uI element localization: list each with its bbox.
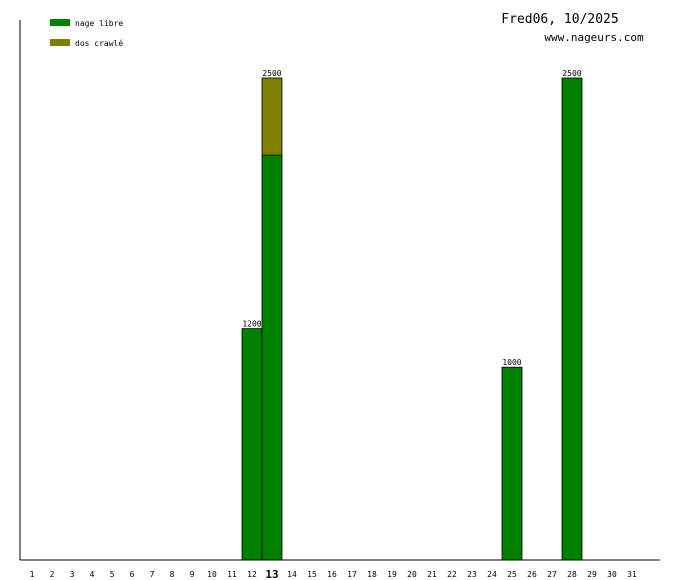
x-tick-label-17: 17 (347, 570, 357, 579)
x-tick-label-9: 9 (190, 570, 195, 579)
x-tick-label-31: 31 (627, 570, 637, 579)
x-tick-label-10: 10 (207, 570, 217, 579)
x-tick-label-18: 18 (367, 570, 377, 579)
x-tick-label-23: 23 (467, 570, 477, 579)
bars-layer (241, 77, 583, 561)
x-tick-label-20: 20 (407, 570, 417, 579)
x-tick-label-30: 30 (607, 570, 617, 579)
x-tick-label-16: 16 (327, 570, 337, 579)
x-tick-label-21: 21 (427, 570, 437, 579)
x-tick-label-8: 8 (170, 570, 175, 579)
x-tick-label-11: 11 (227, 570, 237, 579)
legend-swatch-nage-libre (50, 19, 70, 26)
x-tick-label-12: 12 (247, 570, 257, 579)
bar-nage-libre-day-13 (261, 154, 283, 561)
bar-nage-libre-day-25 (501, 366, 523, 561)
x-tick-label-6: 6 (130, 570, 135, 579)
legend-label-nage-libre: nage libre (75, 19, 123, 28)
x-tick-label-15: 15 (307, 570, 317, 579)
x-tick-label-25: 25 (507, 570, 517, 579)
x-tick-label-26: 26 (527, 570, 537, 579)
x-tick-label-13: 13 (265, 568, 278, 580)
bar-nage-libre-day-12 (241, 328, 263, 561)
x-tick-label-24: 24 (487, 570, 497, 579)
x-tick-label-14: 14 (287, 570, 297, 579)
data-label-day-12: 1200 (242, 320, 261, 329)
legend: nage libre dos crawlé (50, 19, 123, 48)
x-tick-label-7: 7 (150, 570, 155, 579)
x-tick-labels: 1 2 3 4 5 6 7 8 9 10 11 12 13 14 15 16 17 18 19 20 21 22 23 24 2… (30, 568, 637, 580)
legend-swatch-dos-crawle (50, 39, 70, 46)
x-tick-label-29: 29 (587, 570, 597, 579)
data-label-day-25: 1000 (502, 358, 521, 367)
data-label-day-13: 2500 (262, 69, 281, 78)
chart-title: Fred06, 10/2025 (501, 12, 618, 27)
x-tick-label-1: 1 (30, 570, 35, 579)
data-labels-layer: 1200 2500 1000 2500 (242, 69, 581, 367)
x-tick-label-28: 28 (567, 570, 577, 579)
chart-subtitle: www.nageurs.com (544, 31, 644, 44)
x-tick-label-22: 22 (447, 570, 457, 579)
x-tick-label-5: 5 (110, 570, 115, 579)
bar-nage-libre-day-28 (561, 77, 583, 561)
bar-dos-crawle-day-13 (261, 77, 283, 156)
x-tick-label-4: 4 (90, 570, 95, 579)
x-tick-label-19: 19 (387, 570, 397, 579)
x-tick-label-27: 27 (547, 570, 557, 579)
x-tick-label-2: 2 (50, 570, 55, 579)
legend-label-dos-crawle: dos crawlé (75, 38, 123, 48)
x-tick-label-3: 3 (70, 570, 75, 579)
data-label-day-28: 2500 (562, 69, 581, 78)
